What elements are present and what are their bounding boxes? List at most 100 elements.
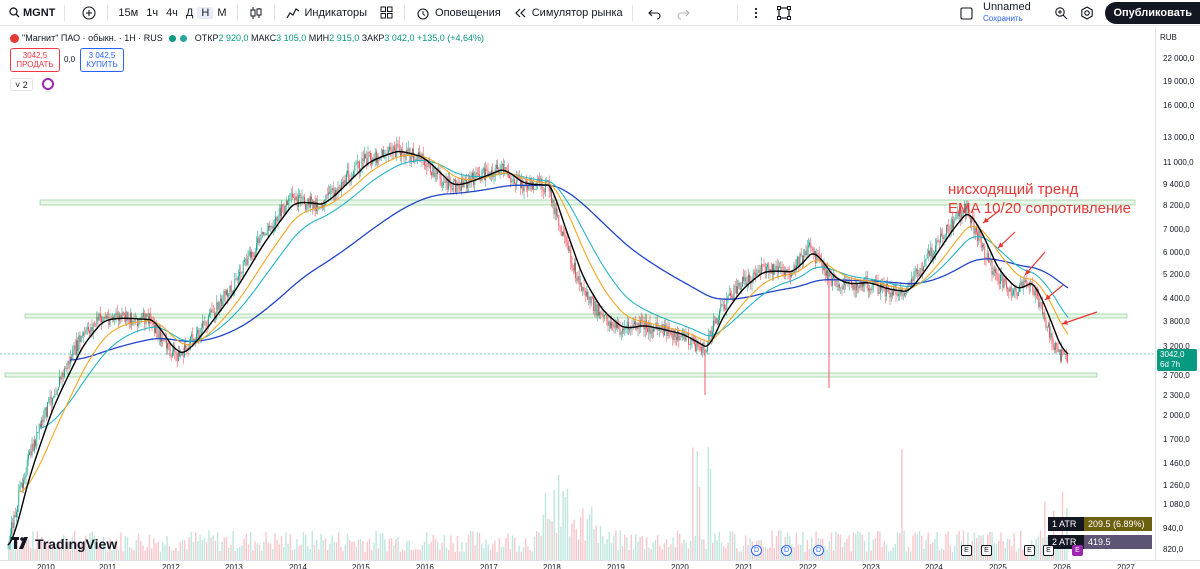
indicators-count: 2 [22,80,28,90]
volume-bar [531,551,533,560]
tradingview-logo[interactable]: TradingView [11,536,117,552]
replay-button[interactable]: Симулятор рынка [506,0,628,26]
price-scale[interactable]: 22 000,0 19 000,0 16 000,0 13 000,0 11 000,0… [1155,27,1200,560]
volume-bar [685,542,687,560]
candle-body [455,179,456,193]
candle-body [473,172,474,185]
candle-body [66,368,68,370]
volume-bar [223,537,225,560]
compare-button[interactable] [75,0,103,26]
candle-body [109,319,111,325]
time-axis[interactable]: 2010 2011 2012 2013 2014 2015 2016 2017 2018 2019… [0,560,1200,569]
volume-bar [954,545,956,560]
candle-body [894,284,896,287]
indicators-collapse-toggle[interactable]: ˅ 2 [10,78,33,91]
alerts-button[interactable]: Оповещения [409,0,506,26]
redo-button[interactable] [669,0,697,26]
dividend-marker[interactable]: D [751,545,762,556]
candle-body [306,205,308,210]
candle-body [19,485,21,491]
volume-bar [500,546,503,560]
templates-button[interactable] [372,0,400,26]
timeframe-4h[interactable]: 4ч [166,6,178,19]
candle-body [822,261,824,271]
volume-bar [327,550,329,560]
time-tick-label: 2027 [1117,563,1135,569]
candle-body [146,313,148,317]
volume-bar [258,544,261,560]
candle-body [553,200,555,214]
candle-body [720,304,722,311]
dividend-marker[interactable]: D [813,545,824,556]
candle-body [56,390,58,395]
volume-bar [10,549,12,560]
currency-selector[interactable]: RUB [1160,33,1177,42]
candle-body [54,394,56,398]
volume-bar [857,531,859,560]
candle-body [310,196,311,208]
candle-body [895,284,897,295]
timeframe-15m[interactable]: 15м [118,6,139,19]
candle-body [328,192,329,195]
volume-bar [1039,530,1042,560]
upcoming-earnings-marker[interactable]: E [1072,545,1083,556]
symbol-title[interactable]: "Магнит" ПАО · обыкн. · 1Н · RUS [22,33,163,43]
candles [7,136,1068,550]
sell-button[interactable]: 3042,5 ПРОДАТЬ [10,48,60,72]
settings-gear-icon[interactable] [1078,4,1096,22]
candle-body [954,219,956,222]
layout-menu[interactable]: Unnamed Сохранить [957,0,1031,26]
candle-body [862,282,863,288]
candle-body [198,329,200,338]
quick-search-icon[interactable] [1052,4,1070,22]
layout-save-status[interactable]: Сохранить [983,14,1023,23]
volume-bar [421,545,423,560]
candle-body [517,176,519,178]
volume-bar [366,541,368,560]
candle-body [889,292,891,298]
indicators-button[interactable]: Индикаторы [279,0,373,26]
sell-price: 3042,5 [22,51,48,60]
candle-body [353,171,354,178]
undo-button[interactable] [641,0,669,26]
price-tick-label: 11 000,0 [1163,158,1194,167]
earnings-marker[interactable]: E [1043,545,1054,556]
candle-body [25,473,27,477]
candle-body [590,296,592,304]
buy-button[interactable]: 3 042,5 КУПИТЬ [80,48,124,72]
chart-type-button[interactable] [242,0,270,26]
alerts-label: Оповещения [435,6,501,19]
candle-body [440,178,442,186]
chart-pane[interactable] [0,27,1155,560]
earnings-marker[interactable]: E [961,545,972,556]
candle-body [578,276,580,285]
candle-body [752,272,754,283]
candle-body [964,203,965,211]
volume-bar [767,548,769,560]
timeframe-1h[interactable]: 1ч [146,6,159,19]
volume-bar [740,551,742,560]
candle-body [904,293,905,296]
replay-label: Симулятор рынка [531,6,623,19]
candle-body [10,534,11,544]
volume-bar [417,549,419,560]
sync-icon[interactable] [42,78,54,90]
timeframe-day[interactable]: Д [185,6,194,19]
volume-bar [885,544,888,560]
timeframe-month[interactable]: М [217,6,227,19]
price-chart[interactable] [0,27,1155,560]
earnings-marker[interactable]: E [981,545,992,556]
candle-body [722,304,724,306]
candle-body [860,281,862,288]
volume-bar [958,530,960,560]
earnings-marker[interactable]: E [1024,545,1035,556]
symbol-search[interactable]: MGNT [0,0,60,26]
volume-bar [60,538,63,560]
symbol-legend[interactable]: "Магнит" ПАО · обыкн. · 1Н · RUS ОТКР2 9… [10,33,484,43]
publish-button[interactable]: Опубликовать [1105,2,1200,24]
more-button[interactable] [742,0,770,26]
timeframe-week[interactable]: Н [197,6,214,19]
dividend-marker[interactable]: D [781,545,792,556]
candle-body [708,334,710,344]
fullscreen-selection-button[interactable] [770,0,798,26]
